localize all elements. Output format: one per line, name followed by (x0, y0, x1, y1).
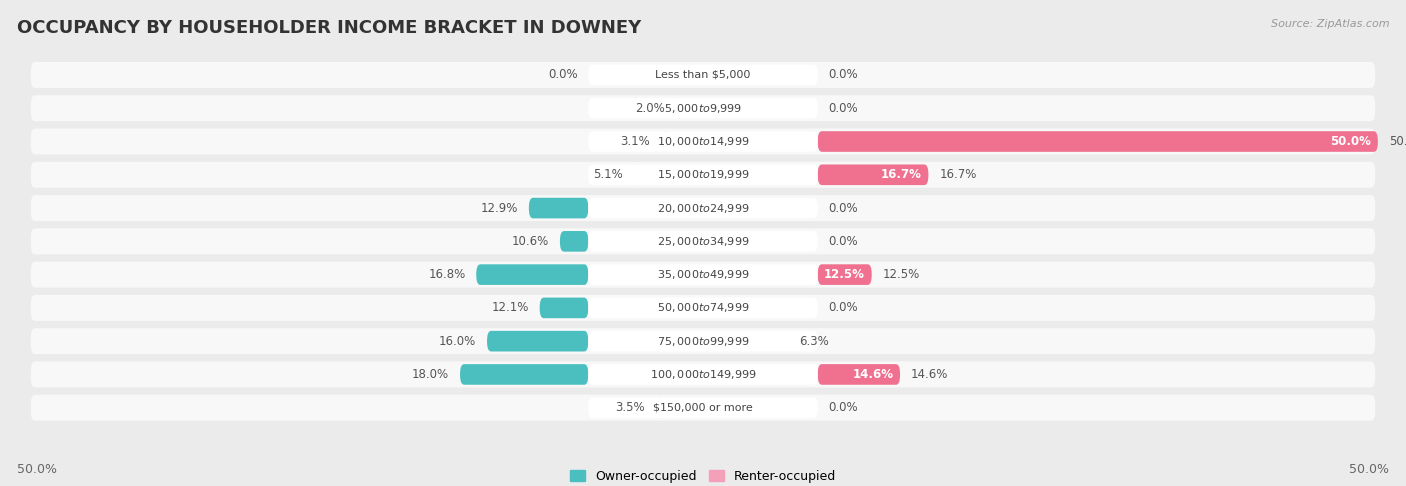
FancyBboxPatch shape (588, 398, 818, 418)
Text: $10,000 to $14,999: $10,000 to $14,999 (657, 135, 749, 148)
Text: 50.0%: 50.0% (1330, 135, 1371, 148)
FancyBboxPatch shape (588, 297, 818, 318)
FancyBboxPatch shape (31, 62, 1375, 88)
FancyBboxPatch shape (655, 398, 662, 418)
FancyBboxPatch shape (560, 231, 588, 252)
Text: 50.0%: 50.0% (17, 463, 56, 476)
Text: $50,000 to $74,999: $50,000 to $74,999 (657, 301, 749, 314)
Text: 16.7%: 16.7% (880, 168, 922, 181)
FancyBboxPatch shape (31, 362, 1375, 387)
FancyBboxPatch shape (588, 364, 818, 385)
Text: 0.0%: 0.0% (828, 235, 858, 248)
Text: 12.5%: 12.5% (883, 268, 920, 281)
Text: 0.0%: 0.0% (548, 69, 578, 82)
Text: 0.0%: 0.0% (828, 301, 858, 314)
Text: 3.5%: 3.5% (616, 401, 645, 414)
Text: 6.3%: 6.3% (799, 335, 828, 347)
FancyBboxPatch shape (634, 164, 641, 185)
Text: 10.6%: 10.6% (512, 235, 550, 248)
Text: 5.1%: 5.1% (593, 168, 623, 181)
Text: $150,000 or more: $150,000 or more (654, 403, 752, 413)
FancyBboxPatch shape (588, 264, 818, 285)
FancyBboxPatch shape (818, 364, 900, 385)
FancyBboxPatch shape (31, 395, 1375, 421)
Text: $15,000 to $19,999: $15,000 to $19,999 (657, 168, 749, 181)
Text: $35,000 to $49,999: $35,000 to $49,999 (657, 268, 749, 281)
Text: 16.7%: 16.7% (939, 168, 977, 181)
Text: 0.0%: 0.0% (828, 69, 858, 82)
Text: 0.0%: 0.0% (828, 202, 858, 214)
FancyBboxPatch shape (588, 98, 818, 119)
FancyBboxPatch shape (31, 228, 1375, 254)
Text: 14.6%: 14.6% (911, 368, 948, 381)
FancyBboxPatch shape (588, 164, 818, 185)
Text: 16.0%: 16.0% (439, 335, 477, 347)
FancyBboxPatch shape (31, 261, 1375, 288)
Text: 0.0%: 0.0% (828, 401, 858, 414)
Text: $75,000 to $99,999: $75,000 to $99,999 (657, 335, 749, 347)
Text: OCCUPANCY BY HOUSEHOLDER INCOME BRACKET IN DOWNEY: OCCUPANCY BY HOUSEHOLDER INCOME BRACKET … (17, 19, 641, 37)
FancyBboxPatch shape (588, 131, 818, 152)
FancyBboxPatch shape (588, 65, 818, 85)
Text: $20,000 to $24,999: $20,000 to $24,999 (657, 202, 749, 214)
FancyBboxPatch shape (818, 264, 872, 285)
Text: 50.0%: 50.0% (1350, 463, 1389, 476)
FancyBboxPatch shape (477, 264, 588, 285)
Text: Less than $5,000: Less than $5,000 (655, 70, 751, 80)
FancyBboxPatch shape (676, 98, 683, 119)
FancyBboxPatch shape (818, 164, 928, 185)
Text: 16.8%: 16.8% (429, 268, 465, 281)
Text: 12.5%: 12.5% (824, 268, 865, 281)
FancyBboxPatch shape (818, 131, 1378, 152)
Text: 3.1%: 3.1% (620, 135, 651, 148)
FancyBboxPatch shape (31, 162, 1375, 188)
FancyBboxPatch shape (31, 128, 1375, 155)
Text: 14.6%: 14.6% (852, 368, 893, 381)
FancyBboxPatch shape (540, 297, 588, 318)
Legend: Owner-occupied, Renter-occupied: Owner-occupied, Renter-occupied (565, 465, 841, 486)
FancyBboxPatch shape (460, 364, 588, 385)
Text: $25,000 to $34,999: $25,000 to $34,999 (657, 235, 749, 248)
FancyBboxPatch shape (529, 198, 588, 218)
Text: 12.9%: 12.9% (481, 202, 517, 214)
Text: 50.0%: 50.0% (1389, 135, 1406, 148)
Text: Source: ZipAtlas.com: Source: ZipAtlas.com (1271, 19, 1389, 30)
FancyBboxPatch shape (588, 198, 818, 218)
FancyBboxPatch shape (31, 195, 1375, 221)
FancyBboxPatch shape (661, 131, 668, 152)
Text: 18.0%: 18.0% (412, 368, 450, 381)
FancyBboxPatch shape (31, 295, 1375, 321)
Text: 12.1%: 12.1% (492, 301, 529, 314)
Text: $5,000 to $9,999: $5,000 to $9,999 (664, 102, 742, 115)
FancyBboxPatch shape (486, 331, 588, 351)
Text: 0.0%: 0.0% (828, 102, 858, 115)
FancyBboxPatch shape (588, 231, 818, 252)
Text: $100,000 to $149,999: $100,000 to $149,999 (650, 368, 756, 381)
FancyBboxPatch shape (588, 331, 818, 351)
FancyBboxPatch shape (31, 328, 1375, 354)
FancyBboxPatch shape (31, 95, 1375, 121)
Text: 2.0%: 2.0% (636, 102, 665, 115)
